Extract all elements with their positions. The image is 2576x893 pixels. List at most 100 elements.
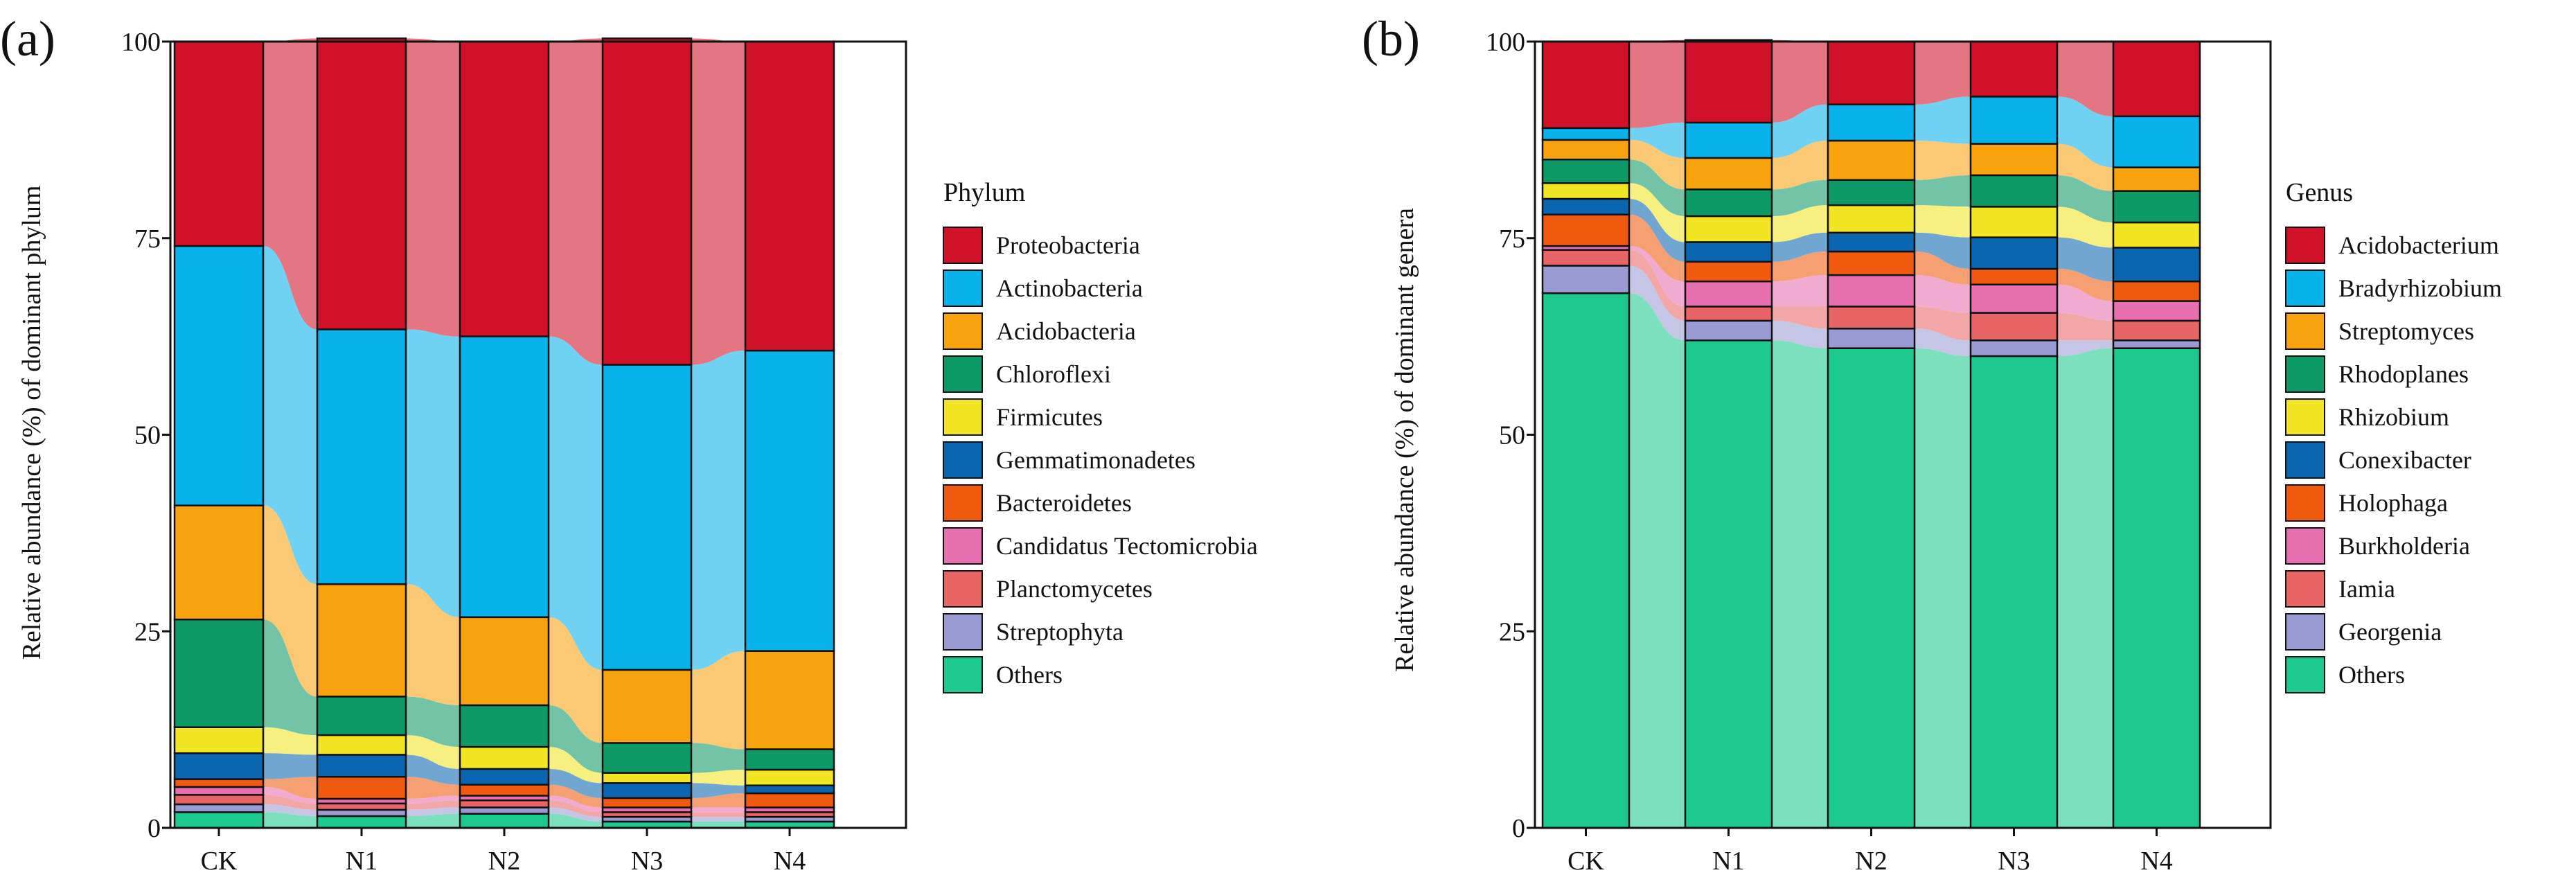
legend-phylum: Phylum Proteobacteria Actinobacteria Acido… [943, 178, 1258, 693]
x-tick-label-n2: N2 [488, 847, 520, 876]
flow-ribbon-actinobacteria-0 [263, 246, 317, 585]
flow-ribbon-streptophyta-1 [406, 807, 460, 816]
bar-ck-bradyrhizobium [1541, 127, 1631, 141]
bar-n3-acidobacteria [601, 669, 693, 744]
flow-ribbon-conexibacter-2 [1915, 232, 1971, 269]
y-tick-label-100: 100 [121, 28, 161, 57]
bar-n2-proteobacteria [459, 40, 550, 337]
legend-label-bacteroidetes: Bacteroidetes [996, 489, 1132, 517]
bar-n3-holophaga [1969, 267, 2059, 285]
flow-ribbon-streptophyta-3 [691, 817, 745, 822]
bar-n1-burkholderia [1684, 280, 1773, 308]
flow-ribbon-burkholderia-3 [2057, 284, 2113, 321]
legend-label-firmicutes: Firmicutes [996, 403, 1103, 431]
bar-n4-chloroflexi [744, 748, 835, 771]
flow-ribbon-holophaga-0 [1629, 214, 1685, 282]
bar-ck-streptophyta [173, 803, 265, 813]
bar-n2-georgenia [1827, 328, 1916, 349]
y-axis-label-b: Relative abundance (%) of dominant gener… [1390, 208, 1419, 672]
bar-ck-conexibacter [1541, 197, 1631, 215]
bar-n3-burkholderia [1969, 283, 2059, 314]
flow-ribbon-planctomycetes-1 [406, 800, 460, 810]
flow-ribbon-iamia-3 [2057, 312, 2113, 341]
flow-ribbon-acidobacteria-3 [691, 651, 745, 750]
flow-ribbon-bacteroidetes-3 [691, 793, 745, 808]
bar-n1-acidobacteria [316, 583, 407, 698]
flow-ribbon-streptomyces-2 [1915, 141, 1971, 180]
flow-ribbon-gemmatimonadetes-0 [263, 753, 317, 779]
y-tick-label-25: 25 [1499, 617, 1525, 646]
legend-swatch-planctomycetes [943, 570, 983, 608]
flow-ribbon-holophaga-1 [1772, 251, 1828, 282]
flow-ribbon-firmicutes-0 [263, 727, 317, 755]
bar-n4-proteobacteria [744, 40, 835, 352]
flow-ribbon-gemmatimonadetes-3 [691, 783, 745, 798]
flow-ribbon-bacteroidetes-1 [406, 777, 460, 799]
bar-n1-georgenia [1684, 319, 1773, 342]
bar-n2-streptomyces [1827, 139, 1916, 182]
flow-ribbon-rhodoplanes-2 [1915, 175, 1971, 207]
legend-label-proteobacteria: Proteobacteria [996, 231, 1140, 259]
flow-ribbon-acidobacteria-0 [263, 505, 317, 697]
legend-title-a: Phylum [943, 178, 1025, 207]
y-ticks-b: 0 25 50 75 100 [1486, 28, 1535, 843]
flow-ribbon-actinobacteria-2 [549, 336, 603, 670]
y-tick-label-25: 25 [134, 617, 161, 646]
bar-n1-bacteroidetes [316, 775, 407, 800]
bar-n3-chloroflexi [601, 742, 693, 774]
bar-n4-actinobacteria [744, 349, 835, 652]
legend-swatch-firmicutes [943, 398, 983, 436]
bar-n4-holophaga [2112, 280, 2201, 302]
bar-n4-firmicutes [744, 768, 835, 786]
legend-swatch-rhizobium [2285, 398, 2325, 436]
flow-ribbon-georgenia-0 [1629, 265, 1685, 341]
flow-ribbon-iamia-2 [1915, 306, 1971, 341]
legend-swatch-gemmatimonadetes [943, 441, 983, 479]
panel-genus: (b) Relative abundance (%) of dominant g… [1362, 11, 2502, 876]
y-tick-label-75: 75 [1499, 224, 1525, 254]
bar-n1-holophaga [1684, 260, 1773, 283]
y-tick-label-0: 0 [148, 814, 161, 843]
bar-n4-others [2112, 347, 2201, 829]
legend-swatch-proteobacteria [943, 227, 983, 264]
legend-swatch-holophaga [2285, 484, 2325, 522]
flow-ribbon-candidatus-tectomicrobia-3 [691, 807, 745, 813]
legend-label-acidobacteria: Acidobacteria [996, 317, 1136, 345]
legend-swatch-streptomyces [2285, 312, 2325, 350]
flow-ribbon-candidatus-tectomicrobia-1 [406, 795, 460, 804]
y-tick-label-0: 0 [1512, 814, 1525, 843]
flow-ribbon-others-1 [1772, 340, 1828, 828]
flow-ribbon-candidatus-tectomicrobia-2 [549, 795, 603, 813]
bar-n1-planctomycetes [316, 802, 407, 811]
bar-n3-streptomyces [1969, 143, 2059, 177]
flow-ribbon-bradyrhizobium-2 [1915, 96, 1971, 144]
legend-label-holophaga: Holophaga [2338, 489, 2448, 517]
x-tick-label-n4: N4 [2140, 847, 2172, 876]
bar-n4-bradyrhizobium [2112, 115, 2201, 168]
legend-swatch-acidobacterium [2285, 227, 2325, 264]
bar-ck-planctomycetes [173, 794, 265, 806]
bar-n2-others [459, 813, 550, 829]
bar-n1-iamia [1684, 306, 1773, 322]
flow-ribbon-others-3 [2057, 348, 2113, 828]
bar-ck-others [1541, 292, 1631, 829]
flow-ribbon-acidobacterium-1 [1772, 39, 1828, 123]
bar-n3-conexibacter [1969, 236, 2059, 270]
bar-ck-candidatus-tectomicrobia [173, 786, 265, 796]
flow-ribbon-burkholderia-0 [1629, 246, 1685, 307]
x-tick-label-ck: CK [1567, 847, 1604, 876]
stacked-bars-b [1541, 39, 2201, 829]
flow-ribbon-georgenia-2 [1915, 328, 1971, 356]
bar-n3-firmicutes [601, 772, 693, 784]
flow-ribbon-firmicutes-2 [549, 747, 603, 784]
bar-n2-bradyrhizobium [1827, 103, 1916, 142]
bar-n3-rhodoplanes [1969, 174, 2059, 208]
flow-ribbon-chloroflexi-1 [406, 696, 460, 748]
bar-n1-rhodoplanes [1684, 188, 1773, 218]
bar-n1-proteobacteria [316, 37, 407, 330]
flow-ribbon-rhodoplanes-1 [1772, 179, 1828, 216]
flow-ribbon-conexibacter-0 [1629, 199, 1685, 262]
flow-ribbon-holophaga-3 [2057, 269, 2113, 301]
flow-ribbon-others-0 [263, 812, 317, 828]
x-tick-label-n2: N2 [1855, 847, 1887, 876]
